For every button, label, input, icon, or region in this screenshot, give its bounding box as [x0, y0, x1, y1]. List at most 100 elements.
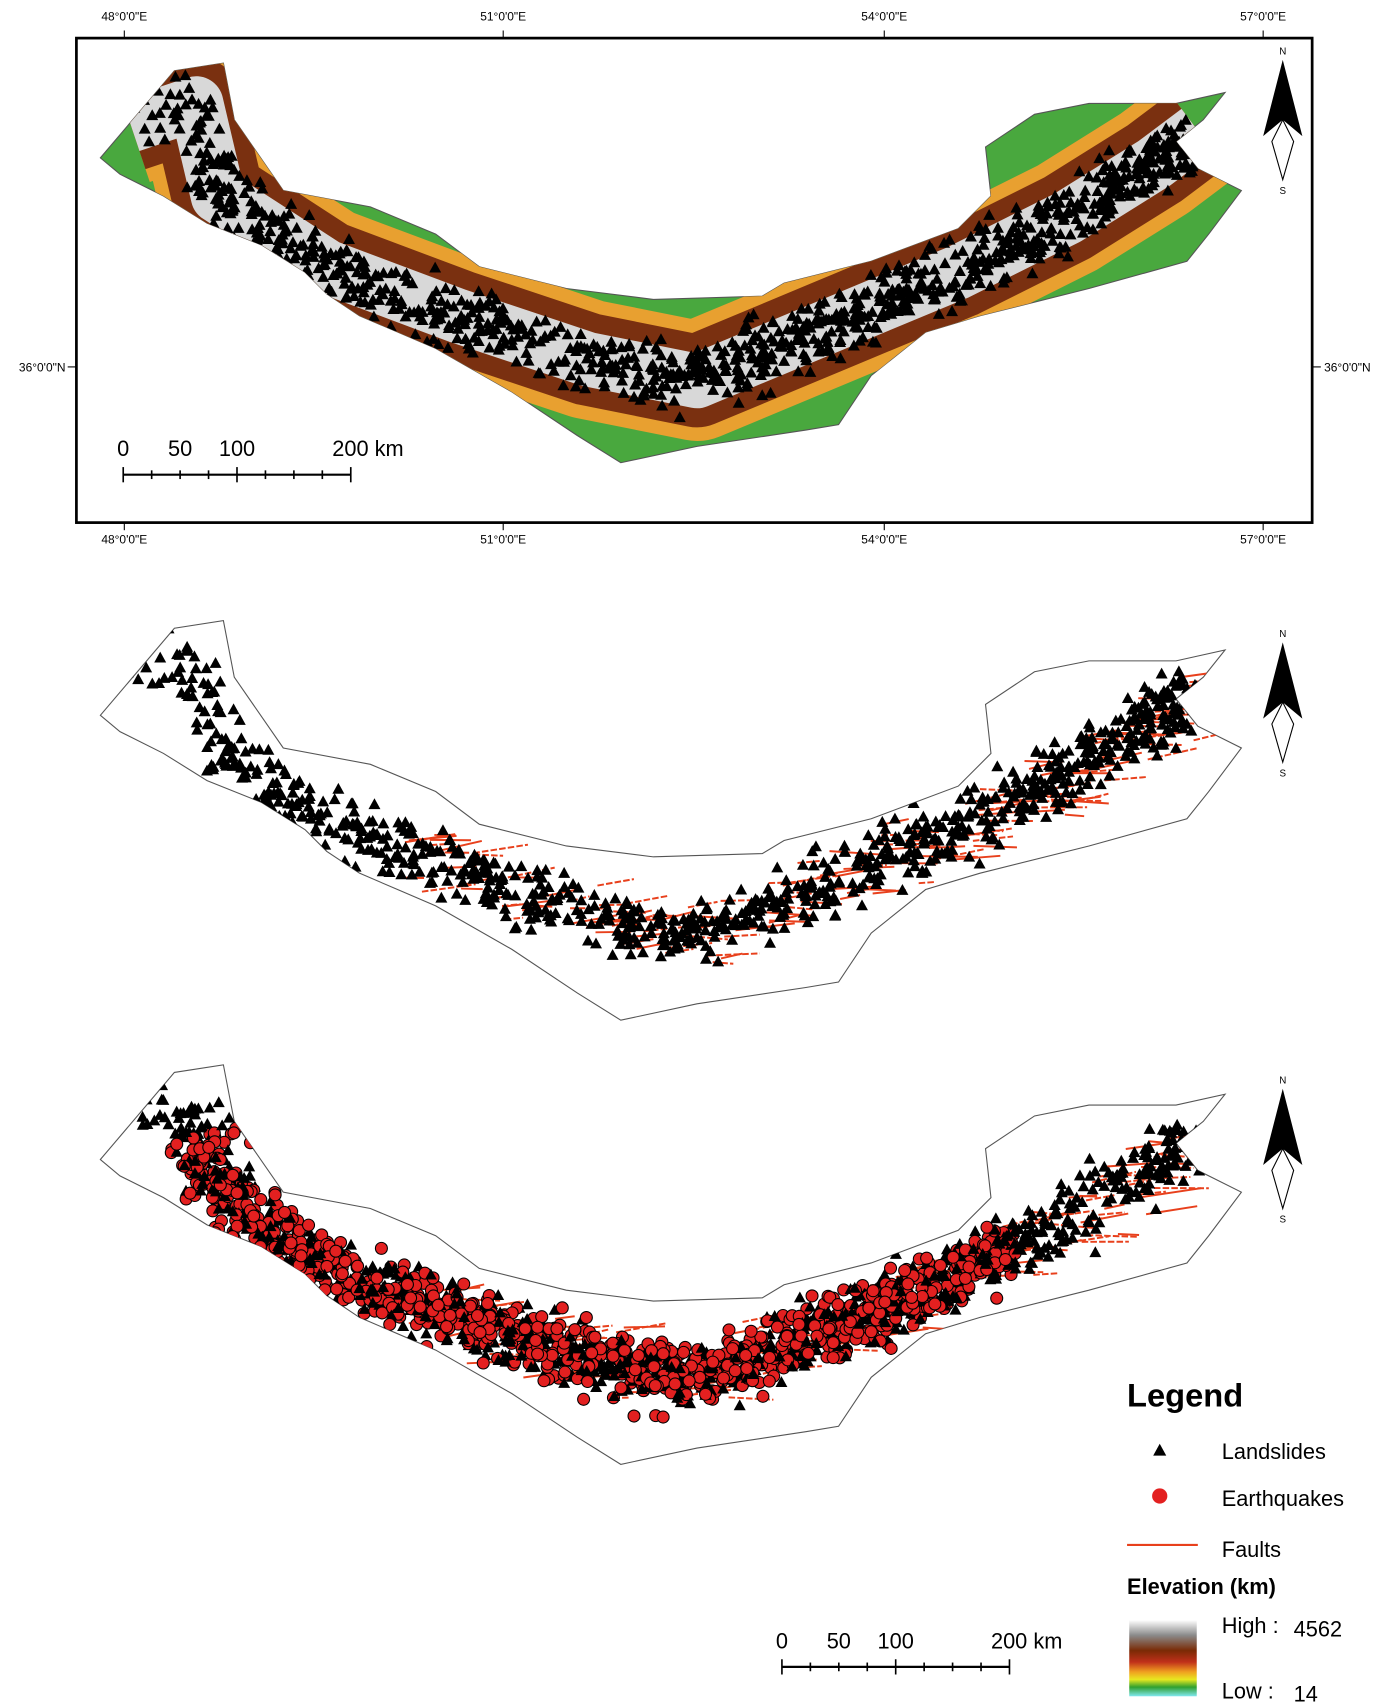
fault [1118, 1234, 1139, 1235]
earthquake-marker [441, 1321, 453, 1333]
earthquake-marker [745, 1325, 757, 1337]
earthquake-marker [700, 1388, 712, 1400]
landslide-marker [125, 91, 137, 102]
figure: NSNSNS48°0'0"E48°0'0"E51°0'0"E51°0'0"E54… [0, 0, 1394, 1705]
fault [1212, 1150, 1241, 1157]
earthquake-marker [228, 1127, 240, 1139]
landslide-marker [257, 1249, 269, 1260]
earthquake-marker [580, 1312, 592, 1324]
north-label: N [1279, 629, 1286, 640]
earthquake-marker [569, 1324, 581, 1336]
north-arrow [1272, 120, 1294, 180]
landslide-marker [1182, 137, 1194, 148]
legend-earthquake [1152, 1488, 1167, 1503]
legend-subtitle: Elevation (km) [1127, 1574, 1276, 1599]
earthquake-marker [474, 1326, 486, 1338]
landslide-marker [1189, 689, 1201, 700]
elevation-ramp [1129, 1620, 1197, 1696]
landslide-marker [217, 1234, 229, 1245]
fault [1128, 726, 1162, 727]
earthquake-marker [934, 1259, 946, 1271]
earthquake-marker [586, 1347, 598, 1359]
landslide-marker [273, 818, 285, 829]
landslide-marker [1188, 697, 1200, 708]
landslide-marker [289, 1270, 301, 1281]
earthquake-marker [615, 1382, 627, 1394]
earthquake-marker [991, 1292, 1003, 1304]
landslide-marker [1178, 138, 1190, 149]
earthquake-marker [471, 1310, 483, 1322]
earthquake-marker [885, 1342, 897, 1354]
earthquake-marker [959, 1244, 971, 1256]
scale-label: 200 km [991, 1628, 1062, 1653]
earthquake-marker [559, 1366, 571, 1378]
page: NSNSNS48°0'0"E48°0'0"E51°0'0"E51°0'0"E54… [0, 0, 1394, 1705]
earthquake-marker [740, 1349, 752, 1361]
fault [624, 1326, 665, 1327]
coord-label: 36°0'0"N [1324, 360, 1371, 374]
scale-label: 50 [827, 1628, 851, 1653]
earthquake-marker [921, 1252, 933, 1264]
earthquake-marker [802, 1347, 814, 1359]
coord-label: 57°0'0"E [1240, 10, 1286, 24]
earthquake-marker [432, 1299, 444, 1311]
earthquake-marker [669, 1378, 681, 1390]
landslide-marker [1191, 130, 1203, 141]
earthquake-marker [321, 1260, 333, 1272]
study-area [100, 1065, 1241, 1465]
landslide-marker [257, 816, 269, 827]
landslide-marker [141, 1094, 153, 1105]
coord-label: 48°0'0"E [101, 532, 147, 546]
earthquake-marker [227, 1169, 239, 1181]
landslide-marker [138, 94, 150, 105]
earthquake-marker [280, 1268, 292, 1280]
south-label: S [1279, 1215, 1286, 1226]
earthquake-marker [414, 1301, 426, 1313]
earthquake-marker [723, 1324, 735, 1336]
scale-label: 0 [776, 1628, 788, 1653]
earthquake-marker [879, 1296, 891, 1308]
earthquake-marker [477, 1357, 489, 1369]
legend-landslide [1153, 1444, 1166, 1456]
earthquake-marker [269, 1189, 281, 1201]
earthquake-marker [717, 1372, 729, 1384]
landslide-marker [122, 667, 134, 678]
earthquake-marker [781, 1330, 793, 1342]
earthquake-marker [171, 1138, 183, 1150]
scale-label: 200 km [332, 436, 403, 461]
earthquake-marker [184, 1187, 196, 1199]
landslide-marker [282, 826, 294, 837]
earthquake-marker [763, 1375, 775, 1387]
earthquake-marker [916, 1290, 928, 1302]
earthquake-marker [203, 1141, 215, 1153]
earthquake-marker [999, 1254, 1011, 1266]
earthquake-marker [578, 1393, 590, 1405]
earthquake-marker [959, 1272, 971, 1284]
earthquake-marker [657, 1348, 669, 1360]
fault [1192, 686, 1209, 689]
south-label: S [1279, 768, 1286, 779]
earthquake-marker [278, 1275, 290, 1287]
legend-value: 4562 [1294, 1616, 1342, 1641]
earthquake-marker [279, 1206, 291, 1218]
earthquake-marker [538, 1375, 550, 1387]
legend-label: Earthquakes [1222, 1486, 1344, 1511]
landslide-marker [269, 263, 281, 274]
landslide-marker [1187, 704, 1199, 715]
earthquake-marker [648, 1361, 660, 1373]
earthquake-marker [607, 1350, 619, 1362]
earthquake-marker [287, 1270, 299, 1282]
coord-label: 54°0'0"E [861, 532, 907, 546]
fault [461, 889, 483, 890]
earthquake-marker [375, 1242, 387, 1254]
earthquake-marker [947, 1251, 959, 1263]
landslide-marker [1186, 692, 1198, 703]
earthquake-marker [827, 1352, 839, 1364]
earthquake-marker [771, 1321, 783, 1333]
south-label: S [1279, 186, 1286, 197]
earthquake-marker [265, 1258, 277, 1270]
fault [1188, 1157, 1247, 1159]
earthquake-marker [929, 1298, 941, 1310]
legend-label: Low : [1222, 1678, 1274, 1703]
landslide-marker [1188, 690, 1200, 701]
